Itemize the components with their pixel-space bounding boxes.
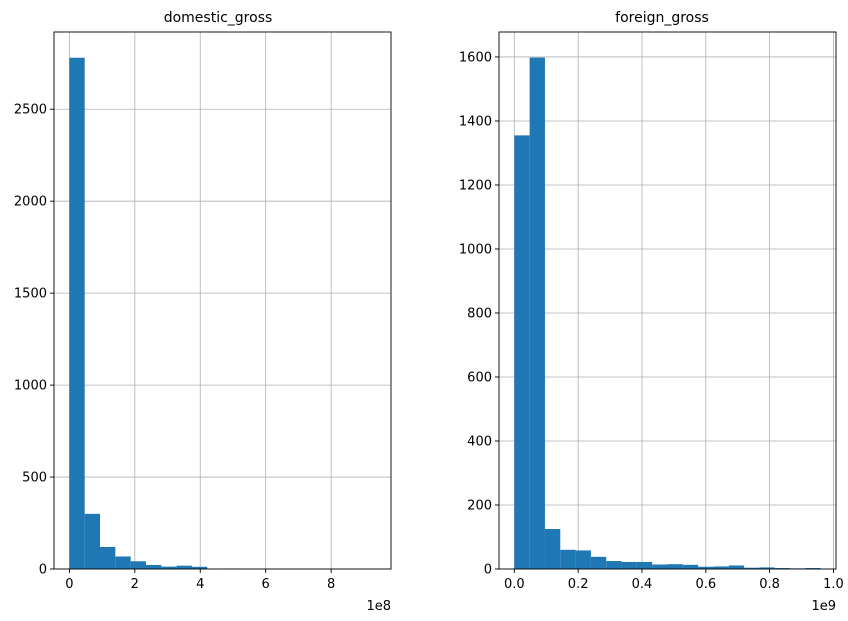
histogram-bar [667, 564, 683, 569]
histogram-bar [145, 564, 162, 569]
y-tick-label: 1000 [459, 242, 492, 257]
y-tick-label: 1500 [14, 287, 47, 302]
histogram-bar [84, 513, 101, 569]
bars [514, 57, 821, 570]
x-tick-label: 4 [196, 577, 204, 592]
y-tick-label: 1600 [459, 50, 492, 65]
x-tick-label: 0.6 [695, 577, 716, 592]
x-axis-offset-text: 1e8 [366, 599, 391, 614]
histogram-bar [575, 550, 591, 569]
y-tick-label: 800 [467, 306, 492, 321]
histogram-bar [744, 567, 760, 569]
domestic-gross-histogram: domestic_gross 0 2 4 6 8 0 500 1000 1500 2000 2500… [14, 10, 392, 614]
histogram-bar [682, 564, 699, 569]
y-tick-label: 0 [484, 563, 492, 578]
histogram-bar [805, 568, 821, 569]
histogram-bar [100, 546, 116, 569]
histogram-bar [713, 566, 729, 569]
histogram-bar [652, 564, 668, 569]
histogram-bar [621, 561, 637, 569]
chart-title-foreign-gross: foreign_gross [615, 10, 709, 26]
histogram-bar [176, 565, 192, 569]
histogram-bar [191, 566, 208, 569]
x-tick-label: 1.0 [823, 577, 844, 592]
bars [69, 57, 376, 569]
x-tick-label: 0.0 [504, 577, 525, 592]
histogram-bar [728, 565, 745, 569]
foreign-gross-histogram: foreign_gross 0.0 0.2 0.4 0.6 0.8 1.0 0 200 400 6… [459, 10, 844, 614]
histogram-bar [544, 528, 561, 569]
y-tick-label: 200 [467, 498, 492, 513]
histogram-bar [698, 566, 714, 569]
x-tick-label: 0 [65, 577, 73, 592]
histogram-bar [774, 568, 791, 569]
histogram-bar [69, 57, 85, 569]
x-tick-label: 0.2 [568, 577, 589, 592]
x-axis-offset-text: 1e9 [811, 599, 836, 614]
histogram-bar [161, 566, 177, 569]
histogram-bar [514, 135, 530, 569]
y-tick-label: 600 [467, 370, 492, 385]
axes-frame [498, 31, 837, 570]
x-tick-label: 2 [131, 577, 139, 592]
y-tick-label: 1200 [459, 178, 492, 193]
histogram-bar [636, 561, 653, 569]
histogram-bar [759, 567, 775, 569]
x-tick-label: 8 [327, 577, 335, 592]
x-tick-label: 0.8 [759, 577, 780, 592]
histogram-bar [115, 556, 131, 569]
y-tick-label: 1400 [459, 114, 492, 129]
y-tick-label: 2500 [14, 103, 47, 118]
x-tick-label: 0.4 [632, 577, 653, 592]
histogram-bar [560, 549, 576, 569]
y-tick-label: 400 [467, 434, 492, 449]
axes-frame [53, 31, 392, 570]
histogram-bar [529, 57, 545, 570]
x-tick-label: 6 [262, 577, 270, 592]
y-tick-label: 1000 [14, 379, 47, 394]
chart-title-domestic-gross: domestic_gross [164, 10, 273, 26]
histogram-bar [590, 556, 607, 569]
y-tick-label: 2000 [14, 195, 47, 210]
histogram-bar [606, 560, 622, 569]
y-tick-label: 0 [39, 563, 47, 578]
y-tick-label: 500 [22, 471, 47, 486]
histogram-bar [130, 561, 146, 569]
grid [499, 32, 836, 570]
grid [54, 32, 391, 570]
